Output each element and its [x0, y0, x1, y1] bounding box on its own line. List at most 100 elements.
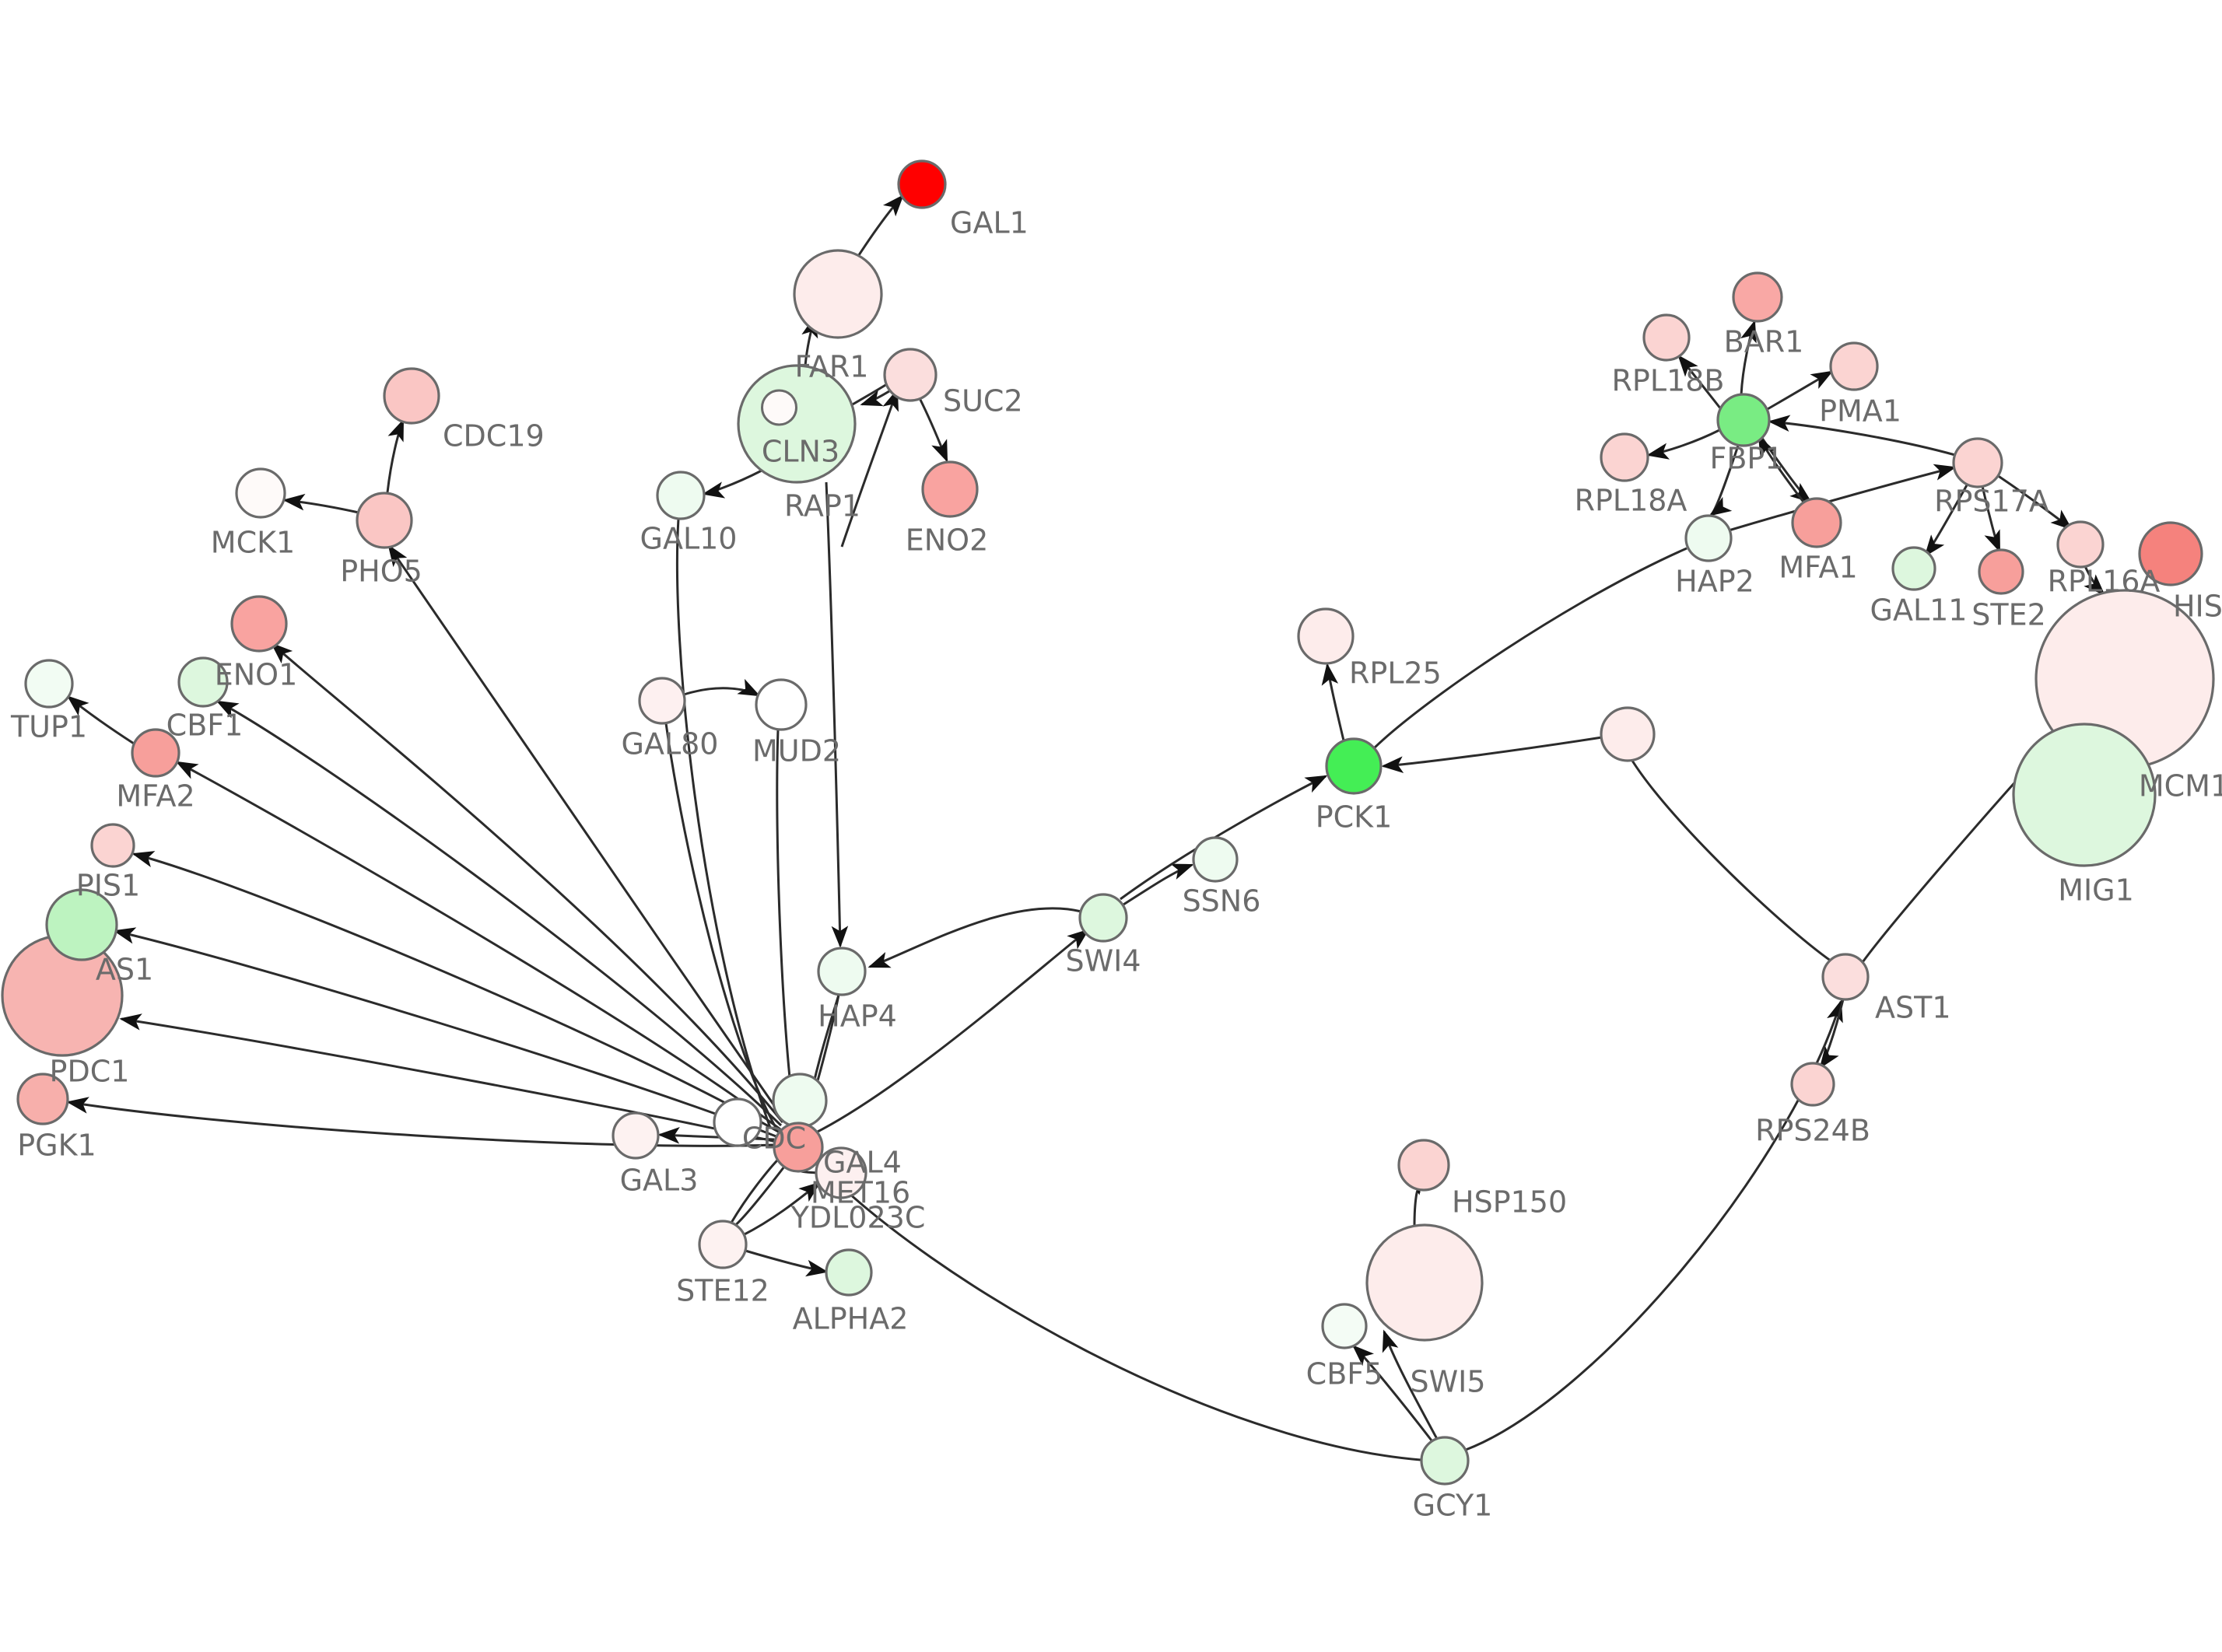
edge-rap1-to-suc2[interactable]: [840, 388, 899, 548]
edge-far1-to-gal1[interactable]: [854, 194, 904, 261]
node-bar1[interactable]: [1732, 271, 1783, 323]
edge-mfa2-to-tup1[interactable]: [66, 695, 135, 745]
edge-gal4-to-pis1[interactable]: [131, 851, 780, 1134]
edge-fbp1-to-pma1[interactable]: [1765, 370, 1834, 411]
edge-gal80-to-mud2[interactable]: [683, 678, 761, 697]
edge-gal4-to-pdc1[interactable]: [119, 1013, 777, 1143]
node-ast1[interactable]: [1821, 953, 1870, 1001]
edge-pho5-to-cdc19[interactable]: [386, 418, 405, 493]
node-gal3[interactable]: [612, 1111, 660, 1160]
edge-ast1-to-rps24b[interactable]: [1819, 999, 1845, 1069]
node-eno1[interactable]: [230, 595, 288, 653]
edge-gcy1-to-swi5[interactable]: [1382, 1329, 1439, 1440]
edge-fbp1-to-hap2[interactable]: [1709, 445, 1740, 516]
edge-gcy1-to-ast1[interactable]: [1465, 999, 1843, 1451]
edge-gal4-to-cbf1[interactable]: [216, 700, 783, 1127]
edge-swi4-to-hap4[interactable]: [867, 907, 1082, 968]
edge-gal4-to-pgk1[interactable]: [66, 1097, 776, 1147]
edge-rap1-to-hap4[interactable]: [825, 481, 849, 948]
node-pis1[interactable]: [90, 823, 135, 868]
node-gal11[interactable]: [1891, 546, 1936, 591]
edge-unlabeled1-to-pck1[interactable]: [1381, 736, 1603, 773]
edge-hap2-to-pck1[interactable]: [1372, 547, 1688, 750]
node-ste12[interactable]: [698, 1220, 748, 1269]
node-his4[interactable]: [2138, 521, 2203, 586]
node-rps24b[interactable]: [1790, 1062, 1835, 1107]
node-rps17a[interactable]: [1952, 437, 2003, 488]
edge-swi4-to-pck1[interactable]: [1120, 775, 1328, 901]
node-gal80[interactable]: [638, 677, 686, 725]
edge-cln3-to-gal10[interactable]: [702, 469, 762, 499]
node-pck1[interactable]: [1325, 737, 1383, 795]
node-eno2[interactable]: [921, 460, 979, 518]
edge-gcy1-to-cbf5[interactable]: [1352, 1345, 1433, 1441]
edge-gal4-to-eno1[interactable]: [270, 642, 784, 1123]
node-ste2[interactable]: [1978, 548, 2024, 595]
edge-suc2-to-eno2[interactable]: [918, 397, 948, 463]
edge-gal4-to-pho5[interactable]: [387, 544, 786, 1121]
node-swi4[interactable]: [1078, 893, 1128, 943]
node-mig1[interactable]: [2012, 723, 2157, 867]
node-label-cdc19: CDC19: [443, 419, 545, 453]
node-hap4[interactable]: [817, 947, 867, 996]
node-gal1[interactable]: [897, 159, 947, 209]
node-fbp1[interactable]: [1716, 393, 1771, 447]
edge-hap2-to-rps17a[interactable]: [1728, 464, 1957, 532]
edge-ste12-to-ydl023c[interactable]: [742, 1181, 822, 1237]
edge-fbp1-to-rpl18a[interactable]: [1646, 429, 1720, 460]
node-gal10[interactable]: [656, 471, 706, 520]
node-hap2[interactable]: [1684, 514, 1733, 562]
node-gal4[interactable]: [773, 1122, 824, 1173]
edge-swi5-to-hsp150[interactable]: [1407, 1172, 1425, 1227]
edge-pck1-to-rpl25[interactable]: [1321, 663, 1345, 741]
node-rpl18b[interactable]: [1642, 313, 1691, 362]
edge-ste12-to-gal4[interactable]: [730, 1154, 783, 1223]
node-mfa2[interactable]: [131, 728, 180, 778]
node-gcy1[interactable]: [1420, 1436, 1470, 1486]
node-pma1[interactable]: [1829, 341, 1879, 391]
node-cbf5[interactable]: [1321, 1303, 1368, 1349]
edge-rps17a-to-ste2[interactable]: [1981, 485, 2001, 553]
edge-unlabeled1-to-ast1[interactable]: [1631, 760, 1837, 966]
edge-gal4-to-gas1[interactable]: [113, 927, 779, 1139]
node-cln3-inner[interactable]: [761, 389, 797, 426]
node-pho5[interactable]: [356, 492, 413, 549]
edge-gal10-to-gal4[interactable]: [675, 518, 772, 1129]
node-cdc_hidden[interactable]: [713, 1097, 762, 1147]
edge-gal4-to-gcy1[interactable]: [815, 1161, 1421, 1461]
node-rpl18a[interactable]: [1600, 432, 1649, 482]
node-mfa1[interactable]: [1791, 497, 1842, 548]
edge-pho5-to-mck1[interactable]: [282, 493, 359, 514]
edge-fbp1-to-rpl18b[interactable]: [1677, 354, 1723, 410]
node-tup1[interactable]: [24, 659, 74, 709]
node-rpl16a[interactable]: [2056, 520, 2105, 569]
node-ydl023c[interactable]: [815, 1146, 867, 1199]
node-pgk1[interactable]: [16, 1073, 69, 1125]
node-unlabeled1[interactable]: [1600, 706, 1656, 762]
node-alpha2[interactable]: [825, 1248, 873, 1297]
node-ssn6[interactable]: [1192, 836, 1239, 883]
node-label-rps17a: RPS17A: [1934, 485, 2049, 519]
edge-gal80-to-gal4[interactable]: [664, 723, 780, 1132]
node-gas1[interactable]: [45, 888, 118, 961]
edge-gal4-to-swi4[interactable]: [814, 929, 1090, 1135]
node-swi5[interactable]: [1365, 1223, 1484, 1342]
node-rpl25[interactable]: [1297, 607, 1355, 665]
node-cdc19[interactable]: [383, 367, 440, 425]
node-met16n[interactable]: [772, 1073, 828, 1129]
node-mud2[interactable]: [755, 678, 808, 731]
edge-mfa1-to-fbp1[interactable]: [1758, 435, 1807, 505]
node-mck1[interactable]: [235, 467, 286, 519]
edge-swi4-to-ssn6[interactable]: [1123, 863, 1194, 906]
edge-gal4-to-ste12[interactable]: [732, 1166, 786, 1229]
edge-ste12-to-alpha2[interactable]: [745, 1249, 829, 1277]
edge-rps17a-to-fbp1[interactable]: [1768, 415, 1956, 457]
edge-fbp1-to-bar1[interactable]: [1740, 320, 1757, 396]
node-label-pgk1: PGK1: [17, 1129, 96, 1163]
edge-mud2-to-gal4[interactable]: [776, 729, 797, 1123]
node-cbf1[interactable]: [177, 656, 229, 708]
node-suc2[interactable]: [883, 348, 938, 402]
edge-gal4-to-mfa2[interactable]: [175, 761, 781, 1131]
node-hsp150[interactable]: [1397, 1139, 1450, 1192]
node-far1[interactable]: [793, 249, 883, 339]
